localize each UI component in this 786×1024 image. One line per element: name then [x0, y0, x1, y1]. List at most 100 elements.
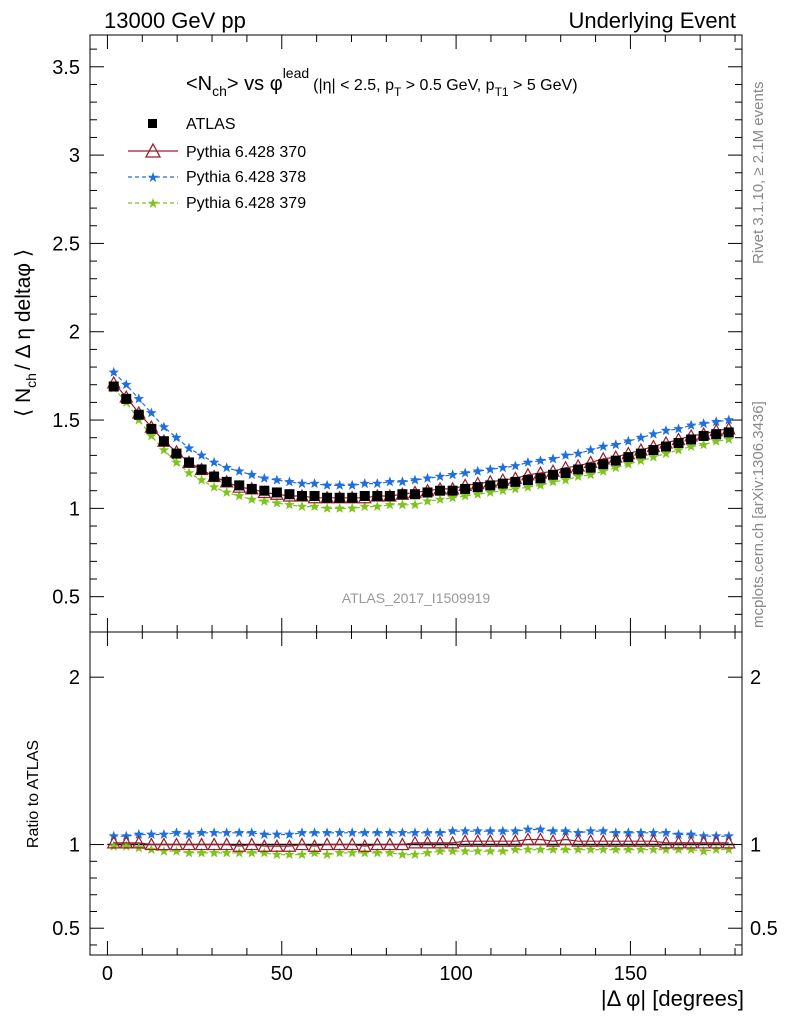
main-axis-ticks [90, 35, 742, 632]
header-left: 13000 GeV pp [104, 8, 246, 33]
main-point-atlas [472, 482, 483, 493]
main-point-atlas [598, 459, 609, 470]
main-point-pythia-6-428-379 [284, 499, 295, 510]
ratio-point-pythia-6-428-378 [447, 825, 458, 836]
ratio-point-pythia-6-428-370 [458, 833, 473, 847]
main-point-pythia-6-428-378 [372, 478, 383, 489]
ratio-point-pythia-6-428-378 [547, 825, 559, 836]
main-point-pythia-6-428-378 [497, 462, 508, 473]
ratio-point-pythia-6-428-370 [420, 835, 435, 849]
ratio-point-pythia-6-428-379 [648, 844, 659, 854]
main-point-pythia-6-428-378 [196, 449, 207, 460]
main-point-atlas [384, 490, 395, 501]
main-point-pythia-6-428-379 [598, 465, 609, 476]
ratio-point-pythia-6-428-370 [571, 833, 586, 847]
ratio-point-pythia-6-428-379 [221, 847, 232, 858]
ratio-point-pythia-6-428-378 [171, 827, 182, 838]
main-point-pythia-6-428-378 [447, 469, 458, 480]
main-point-atlas [397, 489, 408, 500]
main-point-pythia-6-428-378 [535, 455, 546, 466]
x-tick-label: 150 [614, 963, 647, 985]
ratio-point-pythia-6-428-378 [183, 829, 195, 839]
main-line-pythia-6-428-370 [113, 382, 729, 499]
ratio-point-pythia-6-428-378 [585, 825, 596, 836]
ratio-point-pythia-6-428-379 [296, 849, 308, 859]
ratio-point-pythia-6-428-379 [397, 849, 408, 859]
legend-item-pythia-378: ★ Pythia 6.428 378 [128, 169, 306, 186]
legend-marker-pythia-370 [144, 142, 162, 158]
header-right: Underlying Event [568, 8, 736, 33]
main-point-pythia-6-428-379 [146, 430, 157, 441]
ratio-point-pythia-6-428-379 [723, 844, 734, 854]
ratio-point-pythia-6-428-370 [558, 832, 573, 846]
legend: ATLAS Pythia 6.428 370 ★ Pythia 6.428 37… [128, 116, 306, 212]
ratio-point-pythia-6-428-370 [232, 838, 247, 852]
ratio-point-pythia-6-428-378 [434, 827, 446, 838]
ratio-point-pythia-6-428-379 [572, 844, 584, 854]
ratio-point-pythia-6-428-379 [685, 844, 697, 854]
ratio-point-pythia-6-428-370 [709, 835, 724, 849]
main-point-atlas [723, 427, 734, 438]
ratio-point-pythia-6-428-379 [459, 845, 471, 856]
main-point-pythia-6-428-378 [660, 425, 672, 436]
ratio-point-pythia-6-428-370 [244, 837, 259, 851]
ratio-point-pythia-6-428-370 [106, 835, 121, 849]
main-point-pythia-6-428-379 [698, 439, 709, 450]
ratio-point-pythia-6-428-379 [196, 847, 207, 858]
ratio-point-pythia-6-428-370 [194, 837, 209, 851]
ratio-point-pythia-6-428-370 [119, 835, 134, 849]
main-point-pythia-6-428-379 [547, 476, 559, 487]
main-point-atlas [359, 490, 370, 501]
main-point-atlas [648, 445, 659, 456]
ratio-point-pythia-6-428-378 [635, 827, 647, 838]
ratio-point-pythia-6-428-378 [221, 827, 232, 838]
legend-label-atlas: ATLAS [186, 116, 236, 133]
ratio-point-pythia-6-428-379 [108, 840, 119, 851]
ratio-point-pythia-6-428-378 [246, 827, 257, 838]
main-point-pythia-6-428-379 [510, 483, 521, 494]
ratio-point-pythia-6-428-370 [546, 833, 561, 847]
main-point-atlas [548, 469, 559, 480]
main-point-pythia-6-428-379 [673, 444, 684, 455]
ratio-point-pythia-6-428-379 [409, 849, 421, 859]
main-point-pythia-6-428-379 [397, 499, 408, 510]
ratio-point-pythia-6-428-378 [146, 829, 157, 839]
ratio-point-pythia-6-428-370 [658, 835, 674, 849]
ratio-y-tick-label-right: 0.5 [750, 918, 778, 940]
main-point-atlas [585, 462, 596, 473]
main-point-pythia-6-428-378 [510, 460, 521, 471]
main-point-atlas [171, 448, 182, 459]
main-y-tick-labels: 0.5 1 1.5 2 2.5 3 3.5 [52, 57, 80, 609]
ratio-y-tick-label-right: 1 [750, 835, 761, 857]
ratio-point-pythia-6-428-379 [309, 847, 320, 858]
ratio-point-pythia-6-428-379 [158, 845, 170, 856]
main-y-tick-label: 3 [69, 145, 80, 167]
ratio-point-pythia-6-428-378 [372, 827, 383, 838]
ratio-plot-series [106, 824, 736, 859]
ratio-point-pythia-6-428-378 [347, 827, 358, 838]
main-point-pythia-6-428-378 [723, 414, 734, 425]
main-point-pythia-6-428-379 [359, 501, 370, 511]
ratio-point-pythia-6-428-370 [269, 838, 284, 852]
main-line-pythia-6-428-379 [113, 387, 729, 509]
main-point-pythia-6-428-379 [196, 474, 207, 485]
main-panel: 0.5 1 1.5 2 2.5 3 3.5 <Nch> vs φlead(|η| < 2.5… [12, 34, 743, 633]
ratio-point-pythia-6-428-379 [635, 844, 647, 854]
main-point-pythia-6-428-379 [409, 499, 421, 510]
ratio-point-pythia-6-428-378 [510, 825, 521, 836]
main-point-pythia-6-428-378 [522, 456, 534, 467]
main-point-pythia-6-428-378 [711, 416, 722, 427]
main-point-pythia-6-428-379 [384, 499, 396, 510]
main-point-pythia-6-428-378 [673, 423, 684, 434]
ratio-point-pythia-6-428-379 [485, 845, 496, 856]
ratio-point-pythia-6-428-370 [320, 837, 335, 851]
ratio-point-pythia-6-428-379 [334, 847, 345, 858]
ratio-point-pythia-6-428-379 [422, 847, 433, 858]
ratio-point-pythia-6-428-378 [660, 827, 672, 838]
ratio-point-pythia-6-428-379 [246, 847, 257, 858]
legend-item-pythia-379: ★ Pythia 6.428 379 [128, 195, 306, 212]
main-y-tick-label: 0.5 [52, 587, 80, 609]
ratio-line-pythia-6-428-370 [113, 838, 729, 847]
main-point-pythia-6-428-378 [183, 442, 195, 453]
